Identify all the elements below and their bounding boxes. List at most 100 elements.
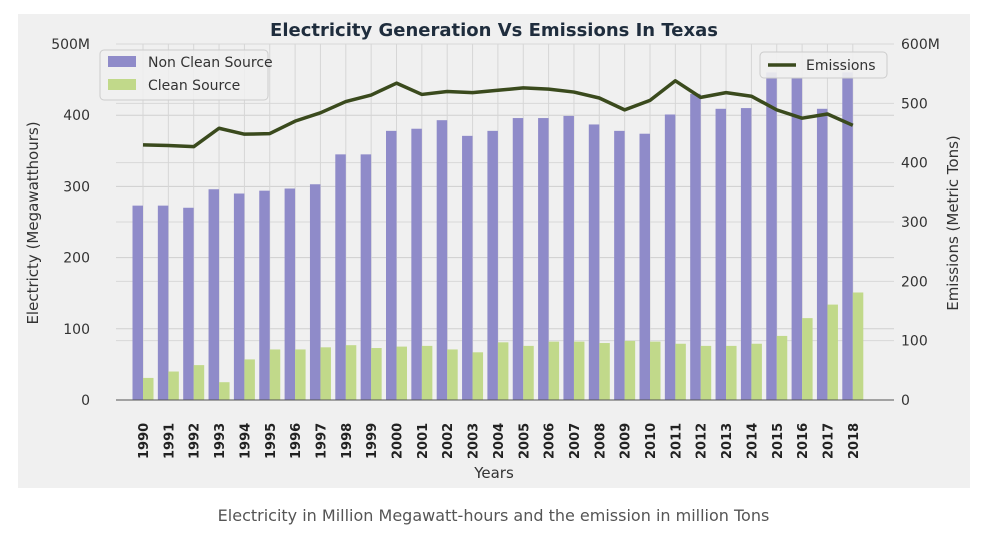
bar-clean-source	[726, 345, 737, 400]
bar-non-clean-source	[436, 120, 448, 401]
legend-swatch-non-clean	[108, 56, 136, 67]
x-tick-label: 2018	[847, 423, 862, 459]
bar-non-clean-source	[309, 184, 321, 400]
bar-non-clean-source	[614, 130, 625, 400]
bar-clean-source	[345, 345, 357, 400]
chart-svg: 0 100 200 300 400 500M 0 100 200 300 400 500 600M 199…	[24, 20, 962, 482]
bar-clean-source	[852, 292, 864, 400]
y2-tick-label: 100	[901, 334, 928, 350]
legend-box-right	[759, 51, 888, 79]
legend-label-non-clean: Non Clean Source	[148, 55, 273, 71]
legend-swatch-clean	[108, 79, 136, 90]
y-tick-label: 100	[63, 322, 90, 338]
x-tick-label: 2016	[796, 423, 811, 459]
y2-tick-label: 500	[901, 96, 928, 112]
bar-clean-source	[447, 349, 458, 400]
bar-non-clean-source	[284, 188, 296, 400]
bar-clean-source	[497, 342, 509, 400]
bar-clean-source	[320, 347, 331, 400]
x-tick-label: 1995	[264, 423, 279, 459]
bar-clean-source	[421, 345, 433, 400]
x-tick-label: 1994	[238, 423, 253, 459]
bar-clean-source	[472, 352, 484, 400]
bar-non-clean-source	[690, 93, 701, 400]
bar-non-clean-source	[664, 114, 676, 400]
x-tick-label: 1993	[213, 423, 228, 459]
y2-tick-label: 200	[901, 274, 928, 290]
legend-label-emissions: Emissions	[806, 58, 876, 74]
bar-clean-source	[193, 365, 205, 400]
bar-non-clean-source	[538, 118, 549, 400]
x-tick-label: 2007	[568, 423, 583, 459]
x-tick-label: 2001	[416, 423, 431, 459]
bar-clean-source	[219, 382, 230, 400]
bar-clean-source	[675, 343, 686, 400]
bar-non-clean-source	[740, 108, 752, 400]
x-tick-label: 2000	[391, 423, 406, 459]
bar-clean-source	[802, 318, 813, 400]
bar-non-clean-source	[715, 108, 727, 401]
bar-clean-source	[700, 345, 712, 400]
bar-non-clean-source	[360, 154, 372, 400]
bar-clean-source	[548, 341, 560, 400]
bar-non-clean-source	[512, 118, 524, 400]
bar-clean-source	[396, 346, 407, 400]
x-tick-label: 1996	[289, 423, 304, 459]
bar-non-clean-source	[411, 128, 422, 400]
y2-axis-label: Emissions (Metric Tons)	[944, 135, 962, 311]
bar-clean-source	[751, 343, 762, 400]
x-tick-label: 2014	[745, 423, 760, 459]
bar-clean-source	[827, 304, 838, 400]
x-tick-label: 2017	[821, 423, 836, 459]
bar-non-clean-source	[132, 205, 143, 400]
line-emissions	[142, 79, 854, 149]
y2-tick-label: 600M	[901, 37, 940, 53]
x-axis-label: Years	[473, 464, 514, 482]
bar-non-clean-source	[335, 154, 346, 400]
bar-clean-source	[523, 345, 534, 400]
bar-clean-source	[776, 335, 788, 400]
x-tick-label: 2002	[441, 423, 456, 459]
x-tick-label: 2008	[593, 423, 608, 459]
bar-non-clean-source	[183, 207, 194, 400]
x-tick-label: 1990	[137, 423, 152, 459]
y2-tick-label: 400	[901, 156, 928, 172]
x-tick-label: 2015	[771, 423, 786, 459]
bar-non-clean-source	[563, 115, 574, 401]
y2-tick-label: 0	[901, 393, 910, 409]
y-tick-label: 400	[63, 108, 90, 124]
x-tick-label: 2006	[543, 423, 558, 459]
bar-non-clean-source	[233, 193, 245, 400]
bar-non-clean-source	[816, 108, 828, 401]
bar-clean-source	[573, 341, 585, 400]
x-tick-label: 1997	[314, 423, 329, 459]
x-tick-label: 2005	[517, 423, 532, 459]
chart-figure: 0 100 200 300 400 500M 0 100 200 300 400 500 600M 199…	[18, 14, 970, 488]
y2-tick-label: 300	[901, 215, 928, 231]
bar-clean-source	[624, 340, 636, 400]
x-tick-label: 1998	[340, 423, 355, 459]
bar-clean-source	[269, 349, 281, 400]
bar-non-clean-source	[157, 205, 169, 400]
x-tick-label: 1991	[162, 423, 177, 459]
bar-clean-source	[143, 377, 154, 400]
bar-clean-source	[168, 371, 179, 400]
x-tick-label: 2003	[467, 423, 482, 459]
bar-non-clean-source	[588, 124, 600, 401]
y-tick-label: 300	[63, 179, 90, 195]
bar-non-clean-source	[462, 135, 473, 400]
bar-clean-source	[650, 341, 661, 400]
y-tick-label: 200	[63, 251, 90, 267]
x-tick-label: 1992	[188, 423, 203, 459]
y-axis-label: Electricty (Megawatthours)	[24, 121, 42, 324]
x-tick-label: 2012	[695, 423, 710, 459]
bar-clean-source	[371, 348, 382, 400]
x-tick-label: 2011	[669, 423, 684, 459]
bar-non-clean-source	[208, 189, 220, 400]
chart-caption: Electricity in Million Megawatt-hours an…	[217, 506, 770, 525]
bar-clean-source	[599, 343, 610, 400]
bar-non-clean-source	[386, 130, 397, 400]
legend-box-left	[99, 49, 269, 101]
bar-non-clean-source	[766, 72, 777, 401]
bar-non-clean-source	[487, 130, 498, 400]
